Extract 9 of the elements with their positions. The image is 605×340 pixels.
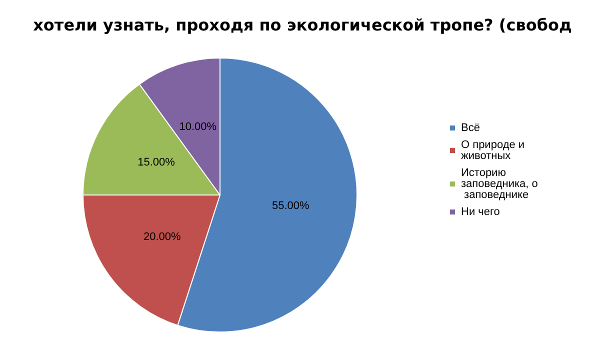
data-label: 10.00% (179, 121, 217, 133)
legend-label: Всё (461, 122, 480, 134)
legend-label: Историю заповедника, о заповеднике (461, 167, 538, 201)
legend-label: Ни чего (461, 206, 500, 218)
data-label: 55.00% (272, 200, 310, 212)
data-label: 20.00% (144, 231, 182, 244)
chart-title: хотели узнать, проходя по экологической тропе? (свобод (33, 16, 572, 34)
data-label: 15.00% (138, 156, 176, 169)
legend-label: О природе и животных (461, 139, 528, 162)
